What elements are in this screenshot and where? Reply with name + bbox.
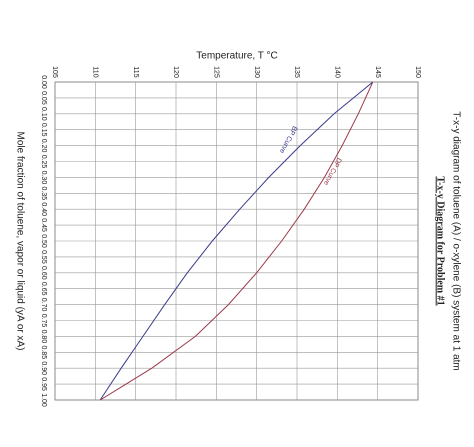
temperature-tick-label: 140 [333,66,340,78]
mole-fraction-tick-label: 0.70 [40,298,47,312]
mole-fraction-tick-label: 0.45 [40,218,47,232]
curve-label: DP Curve [322,156,342,186]
mole-fraction-tick-label: 0.55 [40,250,47,264]
mole-fraction-tick-label: 0.30 [40,171,47,185]
mole-fraction-axis-title: Mole fraction of toluene, vapor or liqui… [14,132,25,351]
mole-fraction-tick-label: 0.10 [40,107,47,121]
temperature-tick-label: 115 [132,66,139,77]
mole-fraction-tick-label: 0.90 [40,361,47,375]
mole-fraction-tick-label: 1.00 [40,393,47,407]
temperature-tick-label: 125 [212,66,219,78]
temperature-tick-label: 105 [51,66,58,78]
temperature-tick-label: 120 [172,66,179,78]
mole-fraction-tick-label: 0.15 [40,123,47,137]
mole-fraction-tick-label: 0.80 [40,330,47,344]
temperature-tick-label: 110 [91,66,98,77]
curve [99,81,374,401]
mole-fraction-tick-label: 0.65 [40,282,47,296]
curve-label: BP Curve [278,125,298,155]
mole-fraction-tick-label: 0.05 [40,91,47,105]
temperature-tick-label: 130 [253,66,260,78]
mole-fraction-tick-label: 0.00 [40,75,47,89]
mole-fraction-tick-label: 0.40 [40,202,47,216]
mole-fraction-tick-label: 0.85 [40,345,47,359]
mole-fraction-tick-label: 0.20 [40,139,47,153]
curve [99,81,374,401]
temperature-tick-label: 145 [374,66,381,78]
mole-fraction-tick-label: 0.75 [40,314,47,328]
temperature-tick-label: 150 [414,66,421,78]
temperature-tick-label: 135 [293,66,300,78]
mole-fraction-tick-label: 0.35 [40,186,47,200]
mole-fraction-tick-label: 0.60 [40,266,47,280]
mole-fraction-tick-label: 0.50 [40,234,47,248]
chart-subtitle: T-x-y diagram of toluene (A) / o-xylene … [450,111,461,371]
mole-fraction-tick-label: 0.95 [40,377,47,391]
temperature-axis-title: Temperature, T °C [196,51,277,62]
chart-title: T-x-y Diagram for Problem #1 [435,176,446,305]
mole-fraction-tick-label: 0.25 [40,155,47,169]
